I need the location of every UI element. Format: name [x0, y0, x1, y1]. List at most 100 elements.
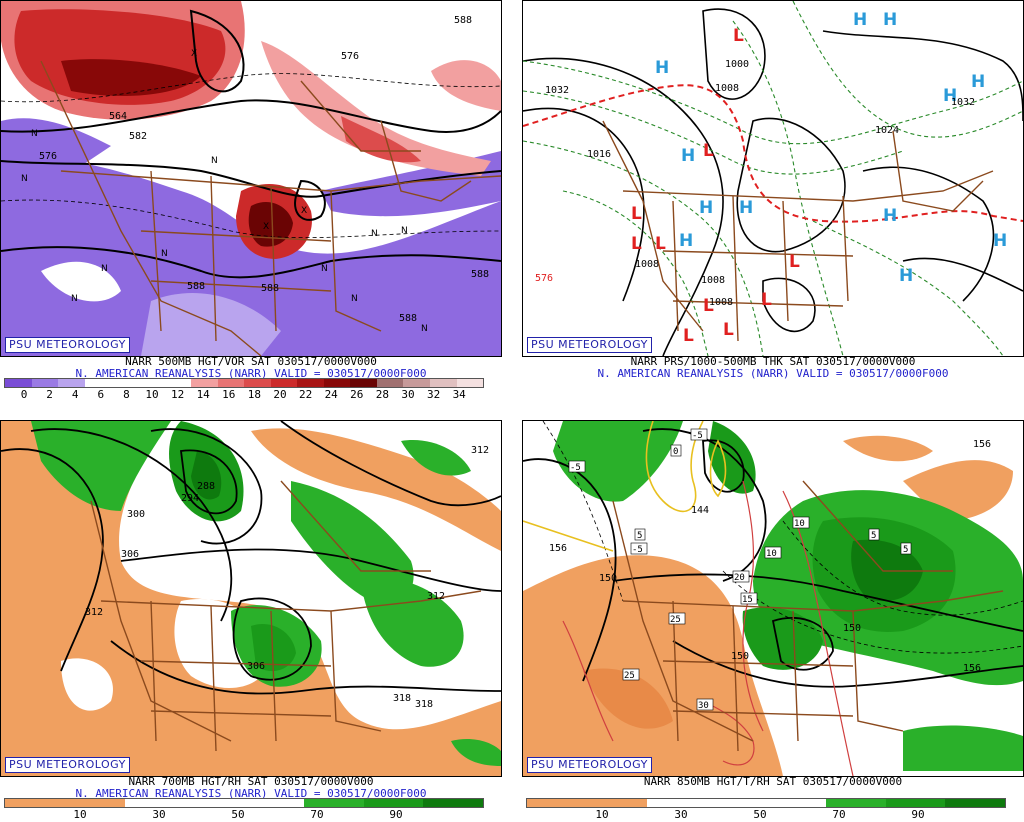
svg-text:5: 5 — [637, 531, 642, 541]
scale-label: 24 — [324, 388, 338, 401]
high-pressure-marker: H — [739, 198, 753, 218]
height-label: 288 — [197, 481, 215, 492]
scale-color-cell — [190, 379, 218, 387]
temp-label-box: 25 — [622, 668, 640, 681]
scale-label: 30 — [674, 808, 688, 821]
scale-color-cell — [34, 799, 65, 807]
map-850mb-temp-rh: 156 150 144 156 150 150 156 -5 -5 -5 0 5… — [522, 420, 1024, 777]
svg-text:5: 5 — [871, 531, 876, 541]
height-label: 576 — [39, 151, 57, 162]
scale-color-cell — [84, 379, 112, 387]
svg-text:20: 20 — [734, 573, 745, 583]
scale-color-cell — [333, 799, 364, 807]
low-pressure-marker: L — [683, 326, 694, 346]
isobar-label: 1032 — [545, 85, 569, 96]
height-label: 306 — [121, 549, 139, 560]
scale-label: 10 — [145, 388, 159, 401]
height-label: 150 — [843, 623, 861, 634]
scale-color-cell — [5, 799, 35, 807]
thickness-label: 576 — [535, 273, 553, 284]
temp-label-box: -5 — [690, 428, 708, 441]
scale-color-cell — [453, 799, 483, 807]
height-label: 582 — [129, 131, 147, 142]
scale-color-cell — [350, 379, 377, 387]
temp-label-box: 5 — [900, 542, 912, 555]
height-label: 150 — [599, 573, 617, 584]
scale-color-cell — [297, 379, 324, 387]
height-label: 156 — [973, 439, 991, 450]
scale-color-cell — [214, 799, 244, 807]
scale-label: 70 — [310, 808, 324, 821]
panel-subtitle: N. AMERICAN REANALYSIS (NARR) VALID = 03… — [75, 367, 427, 380]
temp-label-box: 30 — [696, 698, 714, 711]
svg-text:10: 10 — [766, 549, 777, 559]
map-surface-pressure: H H H H H H H H H H H H L L L L L L L L — [522, 0, 1024, 357]
low-pressure-marker: L — [761, 290, 772, 310]
height-label: 318 — [393, 693, 411, 704]
svg-text:0: 0 — [673, 447, 678, 457]
scale-color-cell — [855, 799, 886, 807]
high-pressure-marker: H — [883, 10, 897, 30]
scale-color-cell — [706, 799, 737, 807]
panel-title: NARR 850MB HGT/T/RH SAT 030517/0000V000 — [643, 775, 903, 788]
temp-label-box: 25 — [668, 612, 686, 625]
vort-minimum-marker: N — [371, 229, 378, 239]
scale-color-cell — [184, 799, 215, 807]
height-label: 588 — [187, 281, 205, 292]
temp-label-box: 0 — [670, 444, 682, 457]
svg-text:-5: -5 — [632, 545, 643, 555]
high-pressure-marker: H — [655, 58, 669, 78]
scale-label: 30 — [152, 808, 166, 821]
scale-label: 10 — [595, 808, 609, 821]
vort-maximum-marker: X — [263, 222, 269, 232]
high-pressure-marker: H — [971, 72, 985, 92]
high-pressure-marker: H — [899, 266, 913, 286]
low-pressure-marker: L — [703, 141, 714, 161]
temp-label-box: 15 — [740, 592, 758, 605]
svg-text:15: 15 — [742, 595, 753, 605]
height-label: 306 — [247, 661, 265, 672]
svg-text:30: 30 — [698, 701, 709, 711]
isobar-label: 1008 — [701, 275, 725, 286]
temp-label-box: 20 — [732, 570, 750, 583]
panel-500mb-vorticity: 588 576 582 564 576 588 588 588 588 N N … — [0, 0, 502, 402]
isobar-label: 1008 — [709, 297, 733, 308]
scale-color-cell — [244, 799, 274, 807]
height-label: 144 — [691, 505, 709, 516]
height-label: 300 — [127, 509, 145, 520]
scale-color-cell — [766, 799, 796, 807]
vorticity-scale-labels: 0 2 4 6 8 10 12 14 16 18 20 22 24 26 28 30 32 34 — [0, 389, 502, 401]
map-700mb-rh: 312 306 300 294 288 312 306 312 318 318 … — [0, 420, 502, 777]
panel-title: NARR 700MB HGT/RH SAT 030517/0000V000 — [128, 775, 374, 788]
high-pressure-marker: H — [699, 198, 713, 218]
psu-meteorology-badge: PSU METEOROLOGY — [5, 757, 130, 773]
panel-subtitle: N. AMERICAN REANALYSIS (NARR) VALID = 03… — [75, 787, 427, 800]
high-pressure-marker: H — [679, 231, 693, 251]
scale-color-cell — [64, 799, 95, 807]
scale-label: 90 — [911, 808, 925, 821]
scale-label: 18 — [247, 388, 262, 401]
scale-color-cell — [376, 379, 404, 387]
isobar-label: 1000 — [725, 59, 749, 70]
high-pressure-marker: H — [993, 231, 1007, 251]
height-label: 588 — [454, 15, 472, 26]
scale-label: 10 — [73, 808, 87, 821]
scale-color-cell — [363, 799, 394, 807]
vort-minimum-marker: N — [321, 264, 328, 274]
low-pressure-marker: L — [631, 204, 642, 224]
low-pressure-marker: L — [723, 320, 734, 340]
low-pressure-marker: L — [655, 234, 666, 254]
height-label: 312 — [471, 445, 489, 456]
vort-minimum-marker: N — [31, 129, 38, 139]
scale-label: 16 — [222, 388, 236, 401]
scale-color-cell — [154, 799, 185, 807]
panel-title: NARR PRS/1000-500MB THK SAT 030517/0000V… — [630, 355, 916, 368]
scale-color-cell — [323, 379, 351, 387]
vort-minimum-marker: N — [401, 226, 408, 236]
scale-label: 90 — [389, 808, 403, 821]
scale-label: 6 — [97, 388, 105, 401]
vort-minimum-marker: N — [71, 294, 78, 304]
height-label: 588 — [471, 269, 489, 280]
scale-color-cell — [124, 799, 155, 807]
scale-label: 20 — [273, 388, 287, 401]
